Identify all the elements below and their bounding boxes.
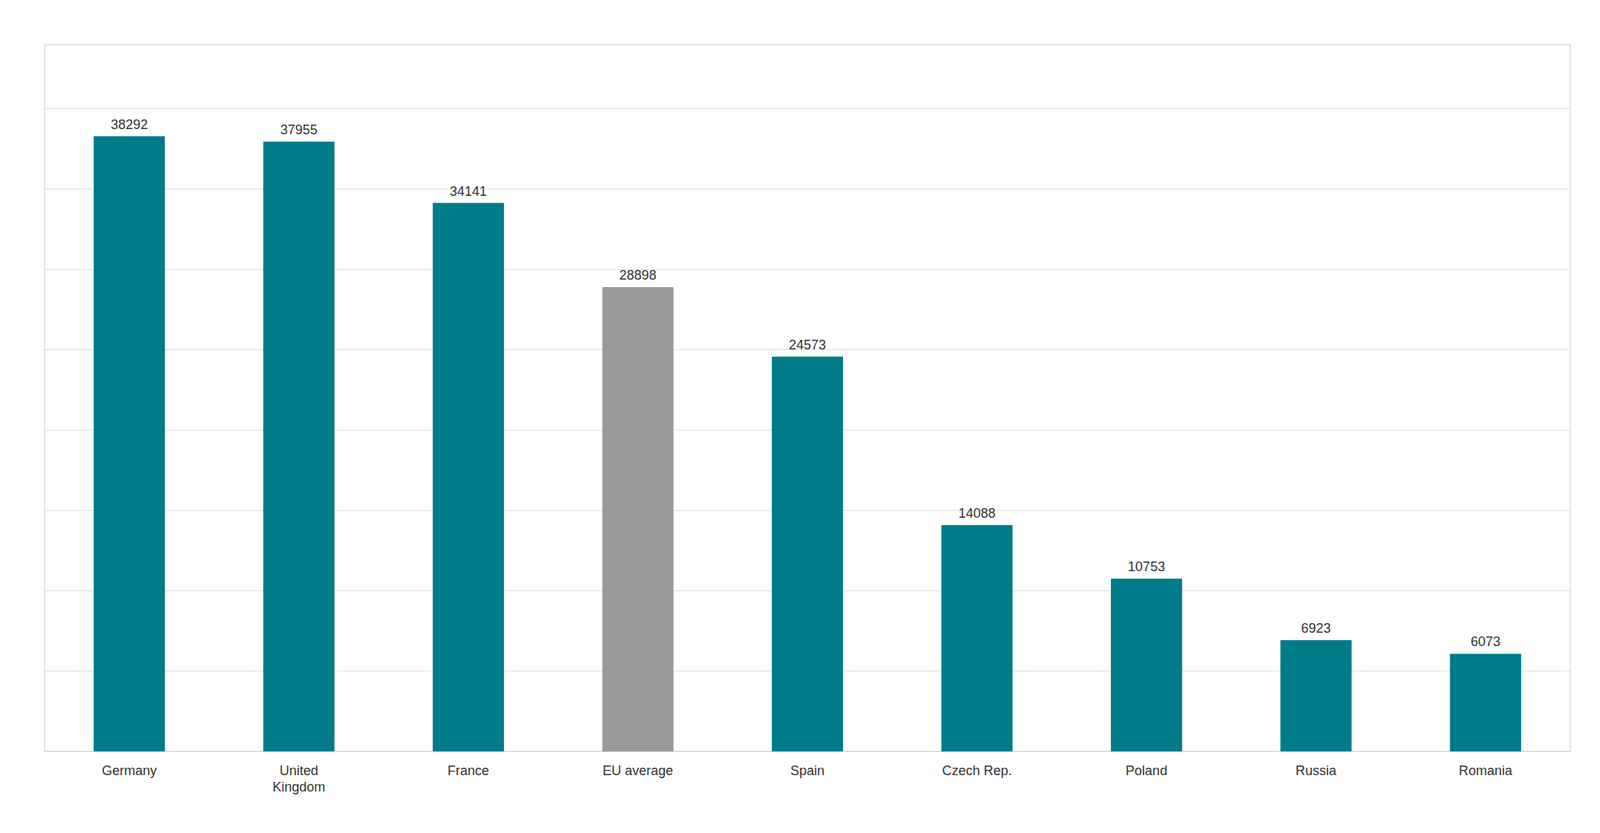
x-tick-label: UnitedKingdom: [272, 763, 326, 795]
data-label: 14088: [958, 506, 996, 521]
grid-line: [44, 108, 1571, 110]
chart-container: 38292 37955 34141 28898 24573 14088 10753 6923 6…: [0, 0, 1600, 833]
bar: [1450, 653, 1522, 752]
data-label: 34141: [449, 184, 487, 199]
data-label: 37955: [280, 122, 318, 138]
bar: [602, 287, 674, 752]
plot-frame: [44, 44, 1571, 752]
chart-svg: 38292 37955 34141 28898 24573 14088 10753 6923 6…: [0, 0, 1600, 833]
x-tick-label: EU average: [602, 763, 674, 779]
bar: [771, 356, 844, 752]
bar: [1110, 578, 1183, 752]
x-tick-label: Poland: [1125, 763, 1168, 779]
data-label: 10753: [1128, 559, 1166, 575]
x-tick-label: Germany: [101, 763, 157, 779]
data-label: 24573: [788, 337, 826, 353]
bar: [432, 203, 504, 752]
bars: [93, 136, 1522, 752]
x-tick-label: Russia: [1295, 763, 1338, 779]
bar: [93, 136, 165, 752]
data-label: 6923: [1300, 621, 1331, 636]
bar: [1280, 640, 1352, 752]
data-label: 38292: [110, 117, 148, 133]
bar: [263, 141, 335, 752]
x-tick-label: Romania: [1458, 763, 1514, 779]
grid: [44, 109, 1571, 752]
data-labels: 38292 37955 34141 28898 24573 14088 10753 6923 6…: [110, 117, 1501, 651]
bar: [941, 525, 1013, 752]
x-tick-label: Spain: [790, 763, 825, 779]
x-tick-label: Czech Rep.: [941, 763, 1012, 779]
data-label: 28898: [619, 267, 657, 283]
x-tick-label: France: [447, 763, 490, 779]
data-label: 6073: [1470, 634, 1501, 650]
x-axis: Germany UnitedKingdom France EU average Spai…: [101, 763, 1514, 795]
